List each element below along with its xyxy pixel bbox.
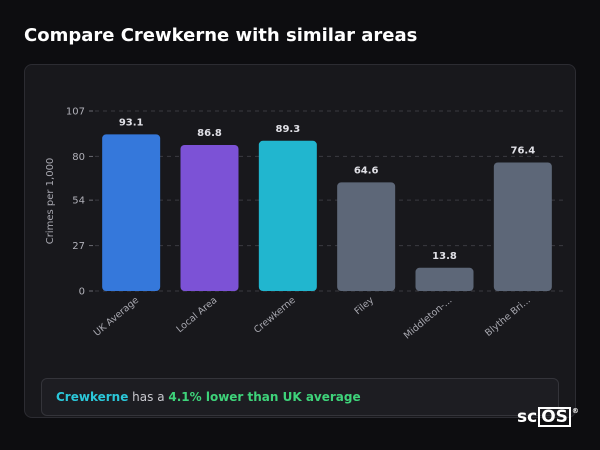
summary-highlight: 4.1% lower than UK average [168,390,361,404]
logo-boxed: OS [538,407,571,427]
x-tick-label: UK Average [92,295,141,339]
data-label: 86.8 [197,128,222,139]
bar-1 [102,134,161,291]
bar-chart: 0 27 54 80 107 Crimes per 1,000 93.1 UK Average… [45,107,565,342]
y-tick-label: 27 [72,241,85,252]
y-tick-label: 54 [72,196,85,207]
y-tick-label: 0 [79,287,85,298]
summary-area: Crewkerne [56,390,129,404]
summary-connector: has a [128,390,169,404]
y-tick-label: 107 [66,107,85,118]
page-title: Compare Crewkerne with similar areas [24,25,418,46]
x-tick-label: Filey [353,295,377,318]
data-label: 93.1 [119,117,144,128]
data-label: 89.3 [275,124,300,135]
bar-6 [493,162,552,291]
logo-prefix: sc [517,407,538,427]
comparison-summary: Crewkerne has a 4.1% lower than UK avera… [41,378,559,416]
data-label: 64.6 [354,165,379,176]
data-label: 13.8 [432,251,457,262]
data-label: 76.4 [510,145,535,156]
x-tick-label: Local Area [174,295,219,335]
x-tick-label: Blythe Bri... [483,295,533,339]
bar-2 [180,144,239,291]
brand-logo: sc OS ® [517,407,579,427]
bar-3 [258,140,317,291]
x-tick-label: Middleton-... [402,295,455,342]
logo-registered-mark: ® [571,407,579,415]
y-tick-label: 80 [72,152,85,163]
bar-5 [415,267,474,291]
bar-4 [337,182,396,291]
x-tick-label: Crewkerne [252,295,298,336]
y-axis-label: Crimes per 1,000 [45,158,56,245]
chart-card: 0 27 54 80 107 Crimes per 1,000 93.1 UK Average… [24,64,576,418]
